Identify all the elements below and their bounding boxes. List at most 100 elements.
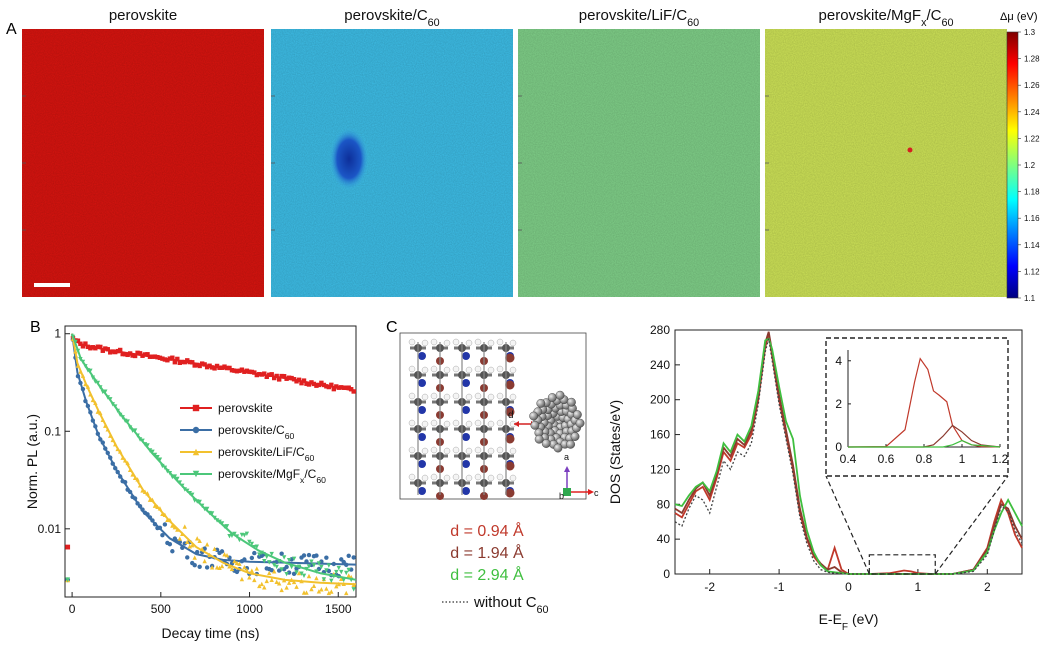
data-marker: [212, 366, 217, 371]
data-marker: [152, 503, 158, 508]
data-marker: [274, 579, 279, 585]
carbon-atom: [536, 398, 546, 408]
nitrogen-atom: [418, 460, 426, 468]
data-marker: [177, 539, 183, 545]
data-marker: [281, 577, 287, 583]
x-tick-label: 0: [845, 580, 852, 594]
data-marker: [294, 570, 299, 575]
data-marker: [249, 568, 255, 573]
data-marker: [152, 521, 158, 527]
data-marker: [155, 504, 160, 510]
data-marker: [177, 360, 183, 366]
colorbar-label: Δμ (eV): [1000, 11, 1038, 23]
data-marker: [257, 371, 262, 377]
data-marker: [212, 515, 217, 521]
data-marker: [199, 546, 205, 551]
data-marker: [304, 566, 309, 572]
nitrogen-atom: [418, 406, 426, 414]
data-marker: [192, 562, 197, 568]
data-marker: [269, 372, 274, 377]
data-marker: [329, 578, 334, 584]
data-marker: [204, 506, 210, 512]
hydrogen-atom: [465, 474, 473, 482]
data-marker: [110, 402, 115, 407]
data-marker: [117, 474, 123, 479]
data-marker: [204, 364, 210, 370]
data-marker: [137, 504, 143, 509]
data-marker: [93, 379, 98, 384]
hydrogen-atom: [408, 338, 416, 346]
data-marker: [247, 539, 252, 545]
data-marker: [291, 571, 297, 577]
data-marker: [110, 349, 115, 354]
data-marker: [132, 428, 138, 433]
pl-decay-plot: 0 500 1000 1500 0.01 0.1 1 Decay time (ns) Norm.…: [24, 325, 357, 641]
data-marker: [172, 360, 178, 365]
hydrogen-atom: [443, 366, 451, 374]
data-marker: [150, 518, 155, 523]
data-marker: [224, 524, 230, 529]
data-marker: [209, 365, 215, 370]
iodine-atom: [505, 434, 515, 444]
x-tick-label: 1500: [325, 602, 352, 616]
data-marker: [199, 361, 205, 366]
hydrogen-atom: [443, 339, 451, 347]
data-marker: [142, 489, 148, 495]
map-panel-3: perovskite/LiF/C60: [518, 7, 760, 297]
data-marker: [341, 577, 346, 583]
data-marker: [117, 412, 123, 418]
data-marker: [108, 433, 113, 438]
carbon-atom: [547, 393, 557, 402]
x-tick-label: 1000: [236, 602, 263, 616]
data-marker: [167, 541, 173, 547]
data-marker: [339, 569, 344, 575]
data-marker: [217, 565, 222, 570]
data-marker: [185, 555, 190, 560]
data-marker: [80, 373, 86, 378]
data-marker: [175, 476, 180, 482]
axis-b-label: b: [559, 491, 564, 501]
data-marker: [78, 369, 83, 374]
legend: perovskite perovskite/C60 perovskite/LiF/C…: [180, 401, 326, 485]
colorbar-tick-label: 1.22: [1024, 134, 1040, 143]
data-marker: [326, 563, 332, 568]
data-marker: [247, 369, 252, 374]
data-marker: [117, 347, 123, 353]
data-marker: [137, 483, 143, 488]
data-marker: [170, 523, 175, 528]
data-marker: [132, 496, 138, 501]
hydrogen-atom: [421, 420, 429, 428]
data-marker: [78, 357, 83, 362]
hydrogen-atom: [509, 366, 517, 374]
iodine-atom: [505, 353, 515, 363]
data-marker: [105, 395, 110, 400]
x-axis-label: Decay time (ns): [161, 625, 259, 641]
data-marker: [249, 369, 255, 375]
scale-bar: [34, 283, 70, 287]
x-tick-label: 0: [69, 602, 76, 616]
hydrogen-atom: [443, 447, 451, 455]
data-marker: [314, 575, 319, 581]
inset-y-tick-label: 4: [835, 354, 842, 368]
data-marker: [172, 524, 178, 530]
data-marker: [294, 584, 299, 589]
y-tick-label: 200: [650, 393, 670, 407]
data-marker: [202, 558, 207, 564]
hydrogen-atom: [421, 366, 429, 374]
hydrogen-atom: [474, 446, 482, 454]
data-marker: [182, 541, 187, 546]
data-marker: [83, 398, 88, 404]
data-marker: [329, 382, 334, 388]
data-marker: [85, 403, 91, 409]
carbon-atom: [529, 411, 539, 421]
data-marker: [269, 568, 274, 573]
legend-marker: [192, 470, 200, 478]
data-marker: [80, 386, 86, 392]
data-marker: [160, 356, 165, 361]
data-marker: [142, 352, 148, 357]
data-marker: [291, 377, 297, 382]
data-marker: [326, 590, 332, 596]
data-marker: [175, 356, 180, 362]
data-marker: [252, 370, 257, 375]
data-marker: [262, 559, 267, 564]
